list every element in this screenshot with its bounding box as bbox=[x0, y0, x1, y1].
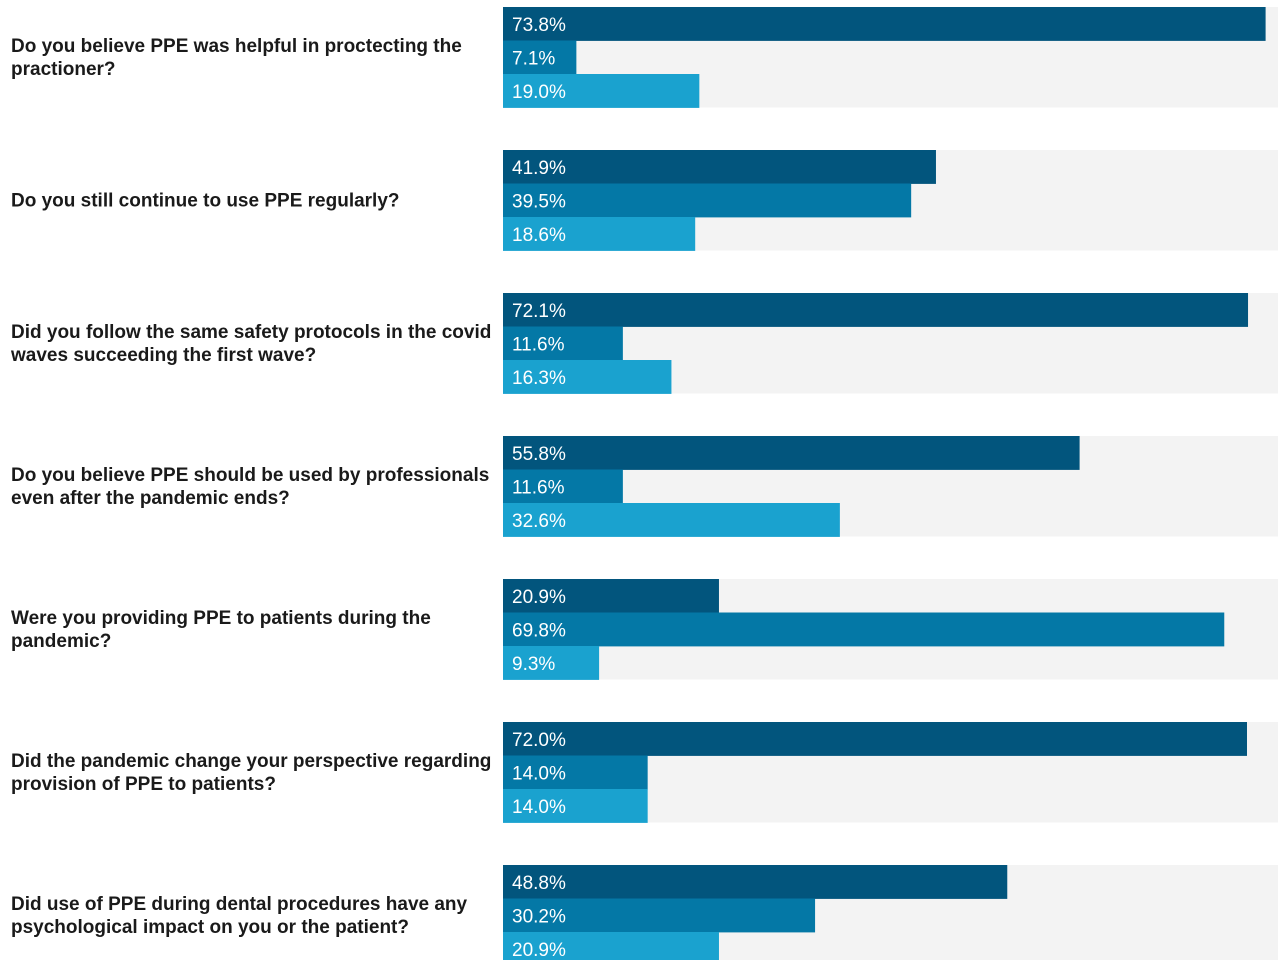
bar-value-label: 48.8% bbox=[512, 873, 566, 894]
bar-value-label: 11.6% bbox=[512, 477, 565, 498]
bar-value-label: 18.6% bbox=[512, 225, 566, 246]
bar bbox=[503, 932, 719, 960]
question-label: Did use of PPE during dental procedures … bbox=[11, 894, 468, 915]
bar-value-label: 9.3% bbox=[512, 654, 555, 675]
bar bbox=[503, 503, 840, 537]
question-label: Do you still continue to use PPE regular… bbox=[11, 190, 400, 211]
bar bbox=[503, 722, 1247, 756]
bar bbox=[503, 326, 623, 361]
bar bbox=[503, 789, 648, 823]
bar bbox=[503, 183, 912, 218]
bar bbox=[503, 7, 1266, 41]
question-label: practioner? bbox=[11, 59, 116, 80]
question-label: Do you believe PPE was helpful in procte… bbox=[11, 36, 462, 57]
question-label: provision of PPE to patients? bbox=[11, 774, 276, 795]
bar bbox=[503, 579, 719, 613]
bar bbox=[503, 865, 1008, 899]
bar-value-label: 19.0% bbox=[512, 82, 566, 103]
bar bbox=[503, 360, 672, 394]
bar-value-label: 32.6% bbox=[512, 511, 566, 532]
bar-value-label: 20.9% bbox=[512, 940, 566, 960]
bar bbox=[503, 74, 700, 108]
bar-value-label: 30.2% bbox=[512, 906, 566, 927]
bar-value-label: 55.8% bbox=[512, 444, 566, 465]
bar-value-label: 39.5% bbox=[512, 191, 566, 212]
question-label: pandemic? bbox=[11, 631, 111, 652]
bar-value-label: 72.0% bbox=[512, 730, 566, 751]
bar bbox=[503, 898, 816, 933]
bar bbox=[503, 612, 1225, 647]
question-label: even after the pandemic ends? bbox=[11, 488, 290, 509]
bar bbox=[503, 217, 696, 251]
bar bbox=[503, 469, 623, 504]
question-label: Did the pandemic change your perspective… bbox=[11, 751, 491, 772]
bar-value-label: 16.3% bbox=[512, 368, 566, 389]
bar bbox=[503, 755, 648, 790]
question-label: waves succeeding the first wave? bbox=[10, 345, 316, 366]
bar-value-label: 73.8% bbox=[512, 15, 566, 36]
bar bbox=[503, 40, 577, 75]
bar-value-label: 11.6% bbox=[512, 334, 565, 355]
question-label: psychological impact on you or the patie… bbox=[11, 917, 409, 938]
bar bbox=[503, 150, 936, 184]
bar bbox=[503, 436, 1080, 470]
question-label: Did you follow the same safety protocols… bbox=[11, 322, 491, 343]
bar-value-label: 41.9% bbox=[512, 158, 566, 179]
bar bbox=[503, 293, 1249, 327]
bar-value-label: 72.1% bbox=[512, 301, 566, 322]
bar bbox=[503, 646, 600, 680]
bar-value-label: 7.1% bbox=[512, 48, 555, 69]
bar-value-label: 20.9% bbox=[512, 587, 566, 608]
question-label: Were you providing PPE to patients durin… bbox=[11, 608, 431, 629]
bar-value-label: 69.8% bbox=[512, 620, 566, 641]
question-label: Do you believe PPE should be used by pro… bbox=[11, 465, 489, 486]
bar-value-label: 14.0% bbox=[512, 797, 566, 818]
bar-value-label: 14.0% bbox=[512, 763, 566, 784]
